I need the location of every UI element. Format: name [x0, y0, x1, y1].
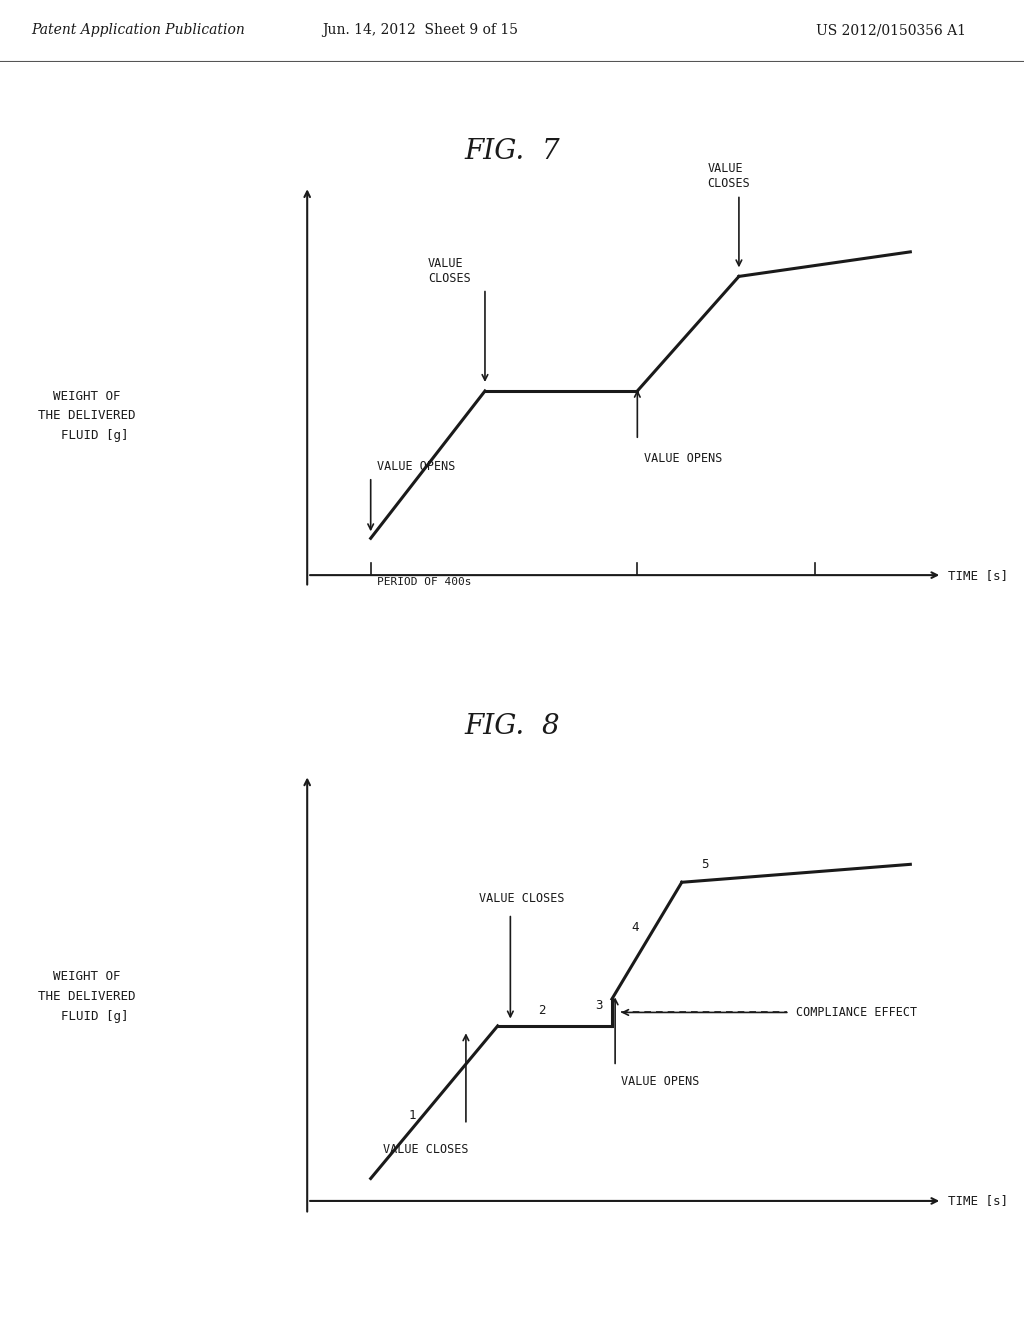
- Text: VALUE OPENS: VALUE OPENS: [622, 1076, 699, 1088]
- Text: VALUE
CLOSES: VALUE CLOSES: [428, 256, 471, 285]
- Text: 2: 2: [539, 1005, 546, 1016]
- Text: WEIGHT OF: WEIGHT OF: [53, 970, 121, 983]
- Text: THE DELIVERED: THE DELIVERED: [38, 409, 136, 422]
- Text: US 2012/0150356 A1: US 2012/0150356 A1: [816, 24, 966, 37]
- Text: FLUID [g]: FLUID [g]: [46, 1010, 128, 1023]
- Text: TIME [s]: TIME [s]: [948, 569, 1009, 582]
- Text: TIME [s]: TIME [s]: [948, 1195, 1009, 1208]
- Text: 5: 5: [700, 858, 709, 871]
- Text: Jun. 14, 2012  Sheet 9 of 15: Jun. 14, 2012 Sheet 9 of 15: [322, 24, 518, 37]
- Text: VALUE CLOSES: VALUE CLOSES: [478, 892, 564, 904]
- Text: 3: 3: [595, 999, 602, 1012]
- Text: PERIOD OF 400s: PERIOD OF 400s: [377, 577, 471, 587]
- Text: VALUE
CLOSES: VALUE CLOSES: [708, 162, 750, 190]
- Text: THE DELIVERED: THE DELIVERED: [38, 990, 136, 1003]
- Text: VALUE OPENS: VALUE OPENS: [377, 459, 456, 473]
- Text: FIG.  8: FIG. 8: [464, 713, 560, 739]
- Text: COMPLIANCE EFFECT: COMPLIANCE EFFECT: [796, 1006, 918, 1019]
- Text: WEIGHT OF: WEIGHT OF: [53, 389, 121, 403]
- Text: FIG.  7: FIG. 7: [464, 139, 560, 165]
- Text: Patent Application Publication: Patent Application Publication: [31, 24, 245, 37]
- Text: VALUE OPENS: VALUE OPENS: [644, 453, 722, 466]
- Text: 1: 1: [409, 1109, 417, 1122]
- Text: VALUE CLOSES: VALUE CLOSES: [383, 1143, 469, 1155]
- Text: 4: 4: [631, 920, 639, 933]
- Text: FLUID [g]: FLUID [g]: [46, 429, 128, 442]
